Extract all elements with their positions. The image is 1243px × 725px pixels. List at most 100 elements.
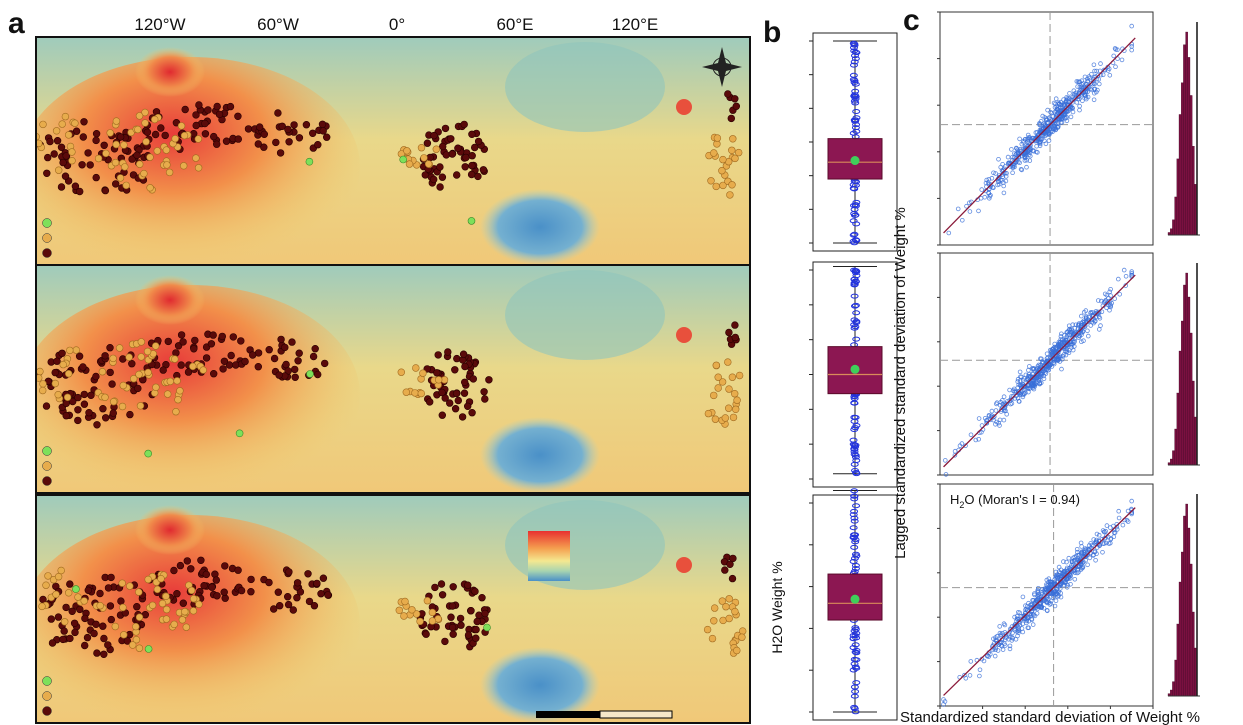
- map-point: [705, 410, 712, 417]
- map-point: [715, 374, 722, 381]
- map-point: [182, 106, 189, 113]
- map-point: [180, 600, 187, 607]
- map-point: [424, 140, 431, 147]
- map-point: [143, 138, 150, 145]
- map-point: [101, 635, 108, 642]
- map-point: [285, 601, 292, 608]
- map-point: [708, 177, 715, 184]
- map-point-outlier: [306, 158, 313, 165]
- map-point: [245, 126, 252, 133]
- map-point: [117, 134, 124, 141]
- map-point: [714, 135, 721, 142]
- map-point: [227, 103, 234, 110]
- map-point: [110, 355, 117, 362]
- map-point: [136, 371, 143, 378]
- observation-point: [853, 311, 860, 315]
- map-point-outlier: [400, 156, 407, 163]
- map-point: [63, 400, 70, 407]
- map-point: [238, 587, 245, 594]
- map-point: [443, 152, 450, 159]
- map-panel-h2o: [20, 495, 750, 725]
- map-point: [464, 403, 471, 410]
- map-point: [481, 396, 488, 403]
- map-point: [732, 608, 739, 615]
- map-point: [451, 366, 458, 373]
- box-plots: H2O Weight %: [769, 33, 897, 720]
- map-point: [726, 386, 733, 393]
- hist-bar: [1190, 564, 1192, 696]
- map-point: [460, 351, 467, 358]
- map-point: [235, 113, 242, 120]
- map-point: [40, 121, 47, 128]
- map-point: [165, 338, 172, 345]
- map-point: [167, 378, 174, 385]
- map-point: [177, 387, 184, 394]
- map-point: [473, 626, 480, 633]
- map-point: [54, 137, 61, 144]
- moran-scatter-2: H2O (Moran's I = 0.94): [937, 484, 1200, 709]
- hist-bar: [1192, 381, 1194, 465]
- map-point: [475, 138, 482, 145]
- map-point: [439, 389, 446, 396]
- map-point: [276, 602, 283, 609]
- map-point: [86, 409, 93, 416]
- map-point: [193, 155, 200, 162]
- map-point: [220, 366, 227, 373]
- map-point: [722, 415, 729, 422]
- map-point: [144, 348, 151, 355]
- observation-point: [853, 110, 860, 114]
- map-point: [53, 591, 60, 598]
- map-point: [470, 376, 477, 383]
- permutation-histogram: [1168, 22, 1200, 235]
- map-point: [171, 621, 178, 628]
- map-point: [237, 338, 244, 345]
- map-point: [725, 405, 732, 412]
- map-point: [62, 113, 69, 120]
- map-point: [120, 382, 127, 389]
- box-mean-marker: [851, 156, 860, 165]
- map-point: [149, 602, 156, 609]
- observation-point: [850, 526, 857, 530]
- map-point: [429, 618, 436, 625]
- map-point: [710, 150, 717, 157]
- map-point: [195, 164, 202, 171]
- map-point: [444, 349, 451, 356]
- moran-scatter-1: [937, 253, 1200, 476]
- hist-bar: [1183, 45, 1185, 235]
- map-point: [210, 133, 217, 140]
- map-point: [205, 107, 212, 114]
- map-point: [289, 339, 296, 346]
- map-point: [435, 376, 442, 383]
- map-panel-fe: [20, 265, 750, 505]
- map-point: [47, 138, 54, 145]
- map-point: [93, 137, 100, 144]
- legend-marker: [43, 219, 52, 228]
- map-point: [75, 594, 82, 601]
- map-point: [734, 397, 741, 404]
- map-point: [134, 126, 141, 133]
- map-point: [281, 344, 288, 351]
- map-point: [178, 123, 185, 130]
- map-point: [305, 570, 312, 577]
- map-point: [105, 585, 112, 592]
- map-point: [248, 576, 255, 583]
- map-point: [709, 635, 716, 642]
- map-point: [120, 604, 127, 611]
- map-point: [713, 183, 720, 190]
- hist-bar: [1177, 159, 1179, 235]
- map-point: [153, 384, 160, 391]
- map-point: [214, 103, 221, 110]
- hellas-basin: [480, 417, 600, 493]
- map-point: [163, 593, 170, 600]
- map-point: [452, 405, 459, 412]
- map-point: [221, 563, 228, 570]
- map-point: [729, 181, 736, 188]
- map-point: [95, 155, 102, 162]
- observation-point: [853, 504, 860, 508]
- map-point: [108, 574, 115, 581]
- map-point: [66, 347, 73, 354]
- map-point: [159, 600, 166, 607]
- map-point: [40, 381, 47, 388]
- map-point: [296, 134, 303, 141]
- moran-scatter-plots: H2O (Moran's I = 0.94): [937, 12, 1200, 709]
